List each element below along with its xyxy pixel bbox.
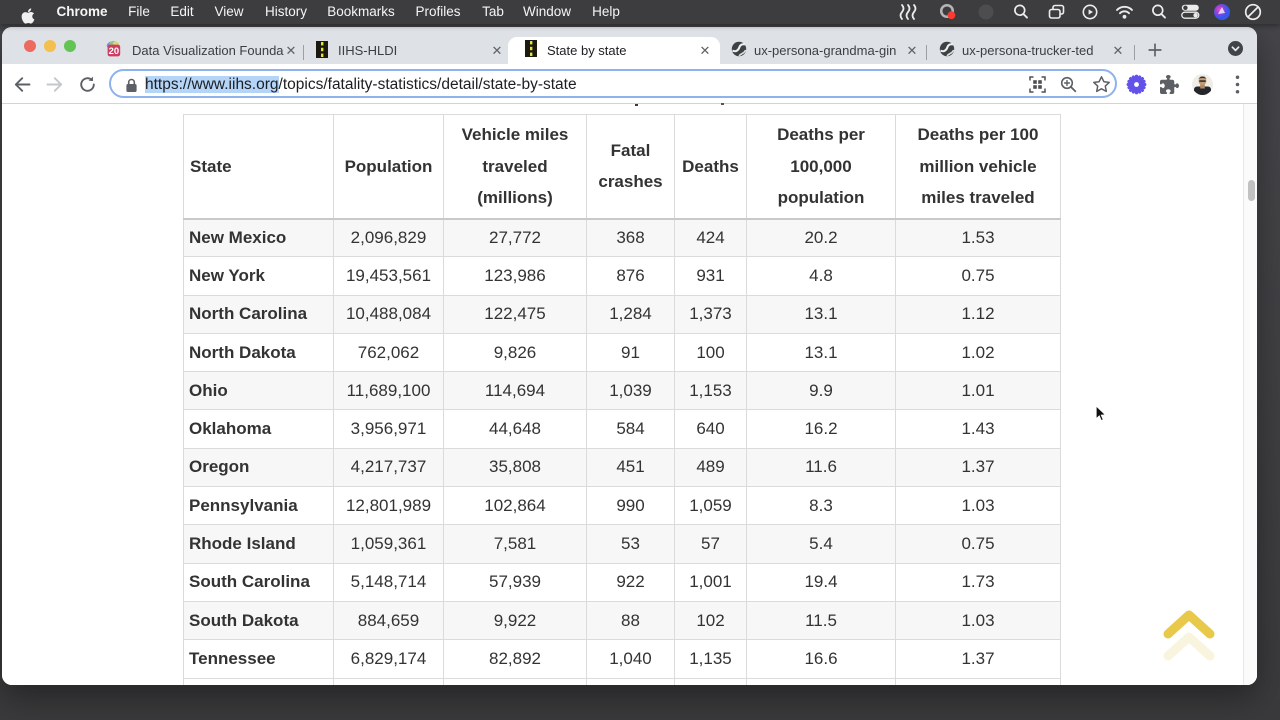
- svg-text:20: 20: [109, 45, 119, 56]
